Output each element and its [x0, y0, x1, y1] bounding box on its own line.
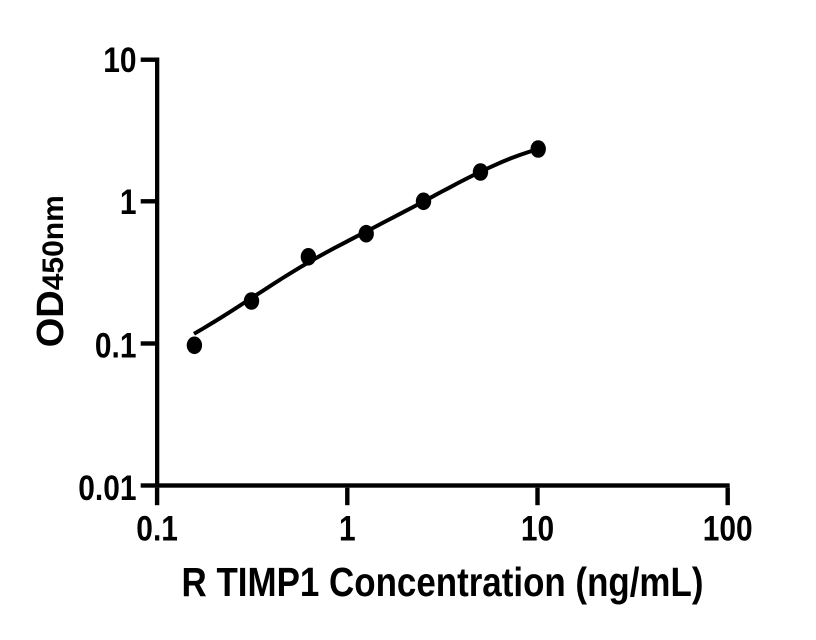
svg-text:10: 10 — [521, 509, 554, 548]
svg-text:OD450nm: OD450nm — [30, 195, 72, 347]
svg-text:100: 100 — [703, 509, 753, 548]
svg-text:1: 1 — [339, 509, 356, 548]
svg-text:1: 1 — [120, 183, 137, 222]
svg-text:0.01: 0.01 — [78, 469, 136, 508]
svg-text:R TIMP1 Concentration (ng/mL): R TIMP1 Concentration (ng/mL) — [182, 560, 704, 605]
svg-text:10: 10 — [103, 41, 136, 80]
svg-text:0.1: 0.1 — [136, 509, 178, 548]
svg-text:0.1: 0.1 — [95, 326, 137, 365]
